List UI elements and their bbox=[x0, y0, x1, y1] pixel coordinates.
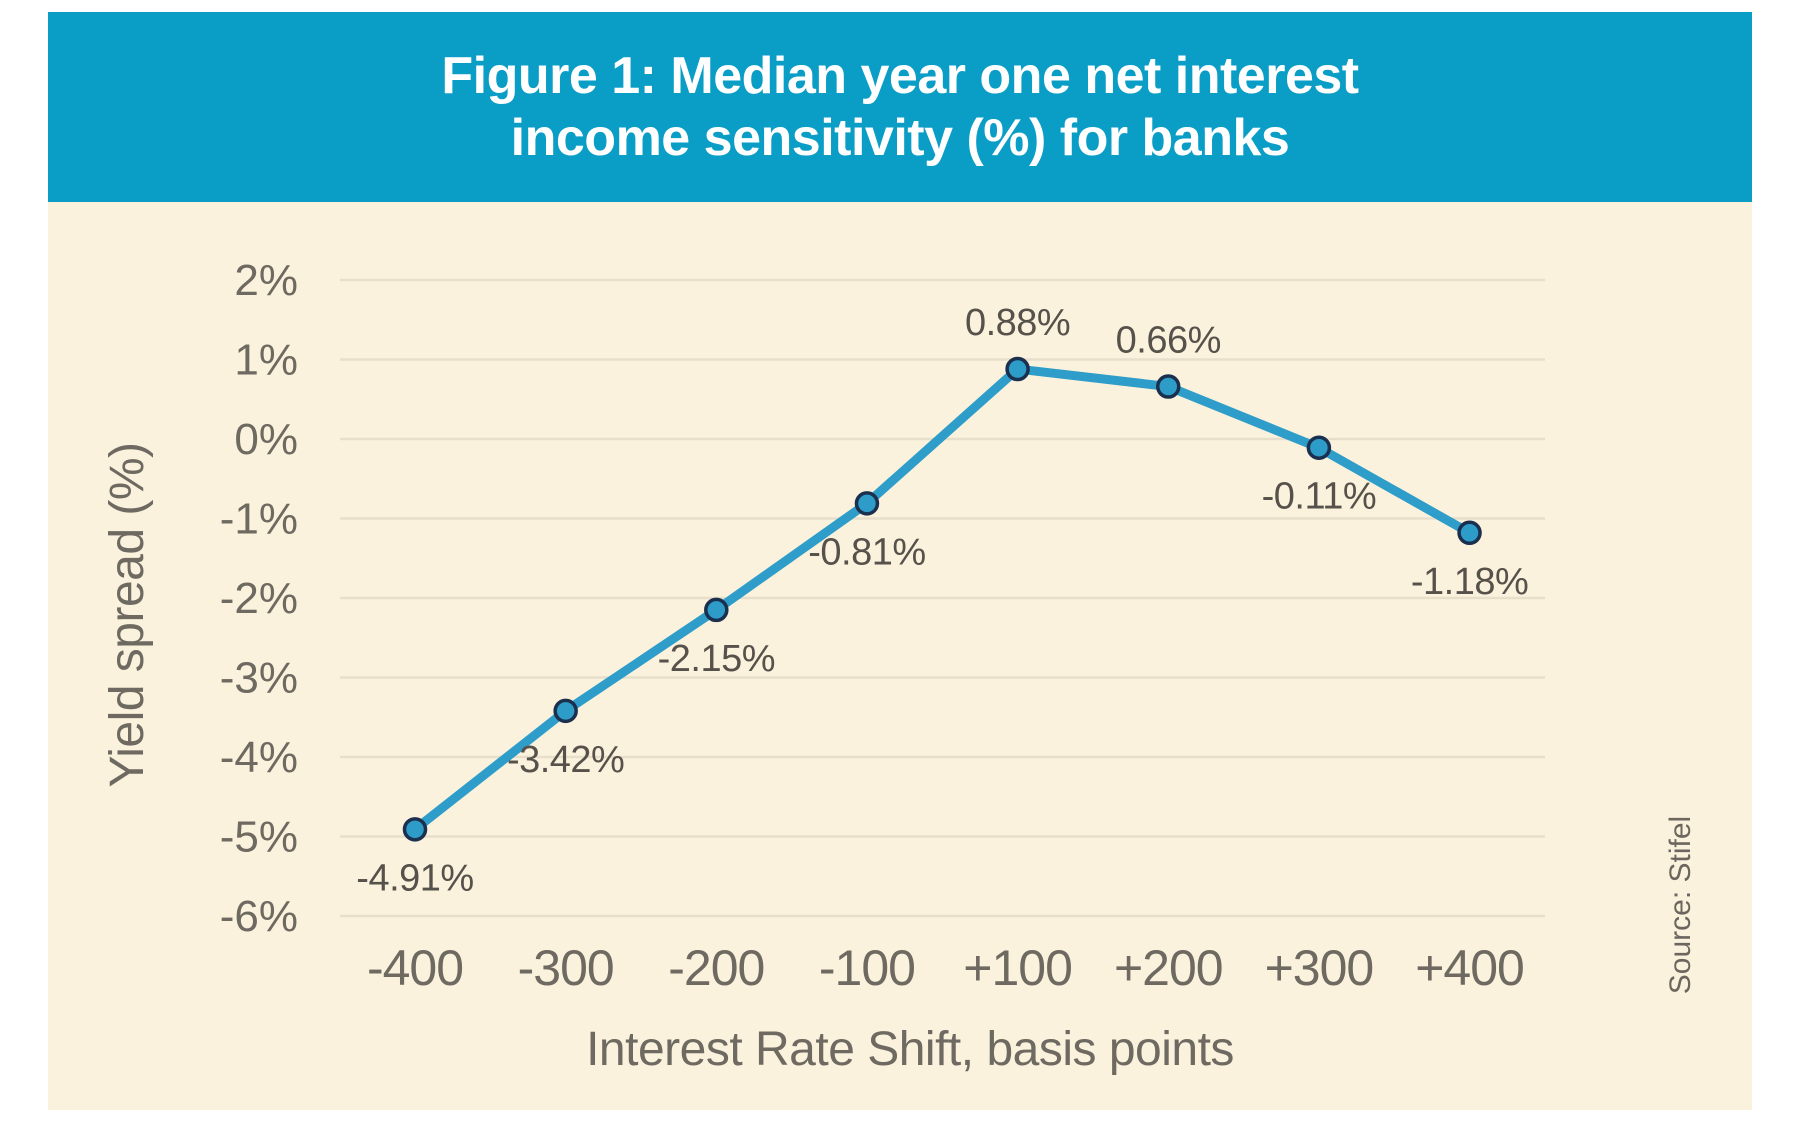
data-point-label: -3.42% bbox=[507, 739, 624, 781]
x-axis-tick-label: +100 bbox=[963, 940, 1072, 996]
data-point-marker bbox=[1306, 435, 1332, 460]
x-axis-tick-label: +300 bbox=[1265, 940, 1374, 996]
x-axis-tick-label: -300 bbox=[518, 940, 614, 996]
y-axis-tick-label: 2% bbox=[234, 256, 298, 305]
data-point-label: -4.91% bbox=[356, 857, 473, 899]
y-axis-tick-label: -4% bbox=[220, 733, 298, 782]
data-point-marker bbox=[1457, 520, 1482, 546]
y-axis-tick-label: -2% bbox=[220, 574, 298, 623]
chart-title-line-2: income sensitivity (%) for banks bbox=[510, 109, 1290, 167]
y-axis-title: Yield spread (%) bbox=[101, 442, 154, 787]
data-point-marker bbox=[402, 817, 428, 842]
x-axis-title: Interest Rate Shift, basis points bbox=[586, 1023, 1234, 1076]
y-axis-tick-label: 0% bbox=[234, 415, 298, 464]
x-axis-tick-label: +200 bbox=[1114, 940, 1223, 996]
line-chart: 2% 1% 0% -1% -2% -3% -4% -5% -6% -400 -300 -200 -100… bbox=[101, 256, 1697, 1076]
data-point-marker bbox=[704, 597, 729, 623]
chart-title-line-1: Figure 1: Median year one net interest bbox=[441, 47, 1359, 105]
data-point-marker bbox=[1005, 356, 1030, 382]
y-axis-tick-label: -3% bbox=[220, 654, 298, 703]
y-axis-tick-label: -6% bbox=[220, 892, 298, 941]
data-point-label: -0.11% bbox=[1262, 476, 1377, 518]
data-point-label: -2.15% bbox=[658, 638, 775, 680]
series-line bbox=[410, 364, 1475, 834]
data-point-marker bbox=[553, 698, 578, 724]
data-point-marker bbox=[854, 491, 880, 516]
x-axis-tick-label: -100 bbox=[819, 940, 915, 996]
chart-plot-area: 2% 1% 0% -1% -2% -3% -4% -5% -6% -400 -300 -200 -100… bbox=[48, 202, 1752, 1110]
data-point-label: -1.18% bbox=[1411, 561, 1528, 603]
chart-title-banner: Figure 1: Median year one net interest i… bbox=[48, 12, 1752, 202]
data-point-label: 0.66% bbox=[1116, 320, 1221, 362]
source-note: Source: Stifel bbox=[1664, 816, 1697, 994]
x-axis-tick-label: -200 bbox=[668, 940, 764, 996]
x-axis-tick-label: +400 bbox=[1415, 940, 1524, 996]
y-axis-tick-label: -5% bbox=[220, 813, 298, 862]
data-point-label: -0.81% bbox=[808, 531, 925, 573]
data-point-marker bbox=[1156, 374, 1181, 399]
y-axis-tick-label: 1% bbox=[234, 336, 298, 385]
y-axis-tick-label: -1% bbox=[220, 495, 298, 544]
x-axis-tick-label: -400 bbox=[367, 940, 463, 996]
data-point-label: 0.88% bbox=[965, 302, 1070, 344]
